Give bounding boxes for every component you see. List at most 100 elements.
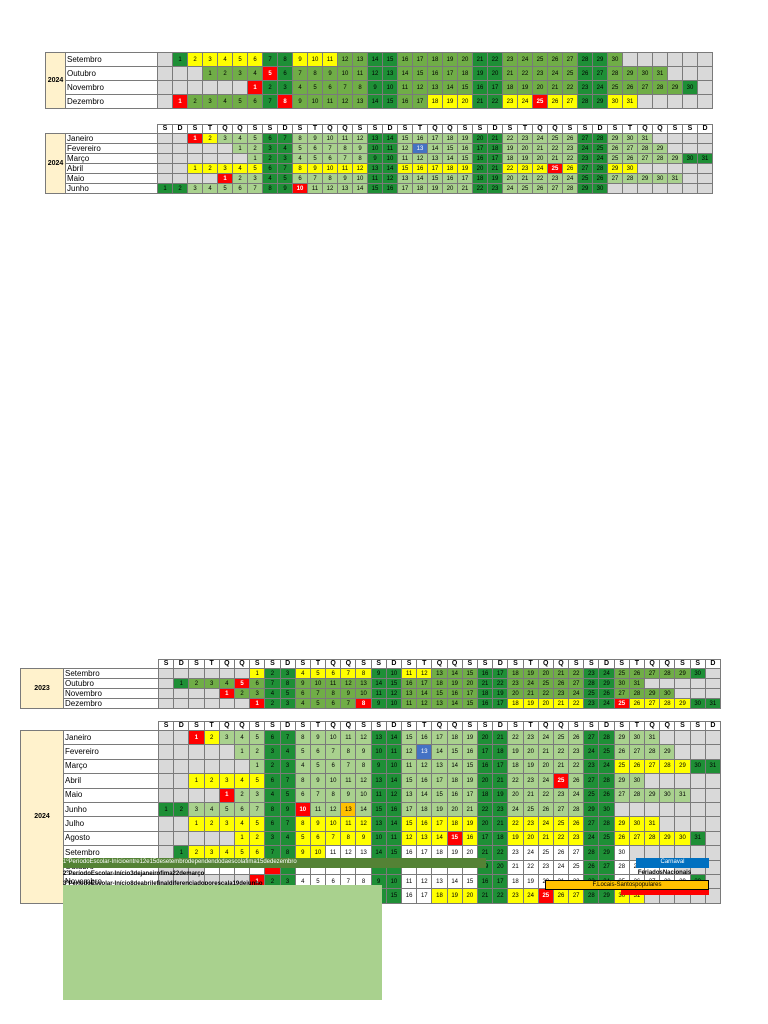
day-cell: 18 [446, 816, 463, 832]
day-cell: 15 [427, 173, 443, 184]
day-cell: 17 [457, 173, 473, 184]
day-cell: 20 [461, 888, 478, 904]
empty-cell [157, 688, 175, 699]
day-cell: 22 [568, 668, 585, 679]
weekday-header-cell: T [412, 124, 428, 134]
day-cell: 17 [412, 94, 428, 109]
day-cell: 20 [507, 688, 524, 699]
day-cell: 3 [249, 688, 266, 699]
day-cell: 10 [294, 801, 311, 818]
day-cell: 21 [547, 153, 563, 164]
day-cell: 6 [264, 729, 281, 746]
day-cell: 8 [352, 153, 368, 164]
day-cell: 4 [294, 758, 311, 775]
day-cell: 5 [249, 729, 266, 746]
day-cell: 24 [598, 758, 615, 775]
day-cell: 10 [309, 678, 327, 689]
empty-cell [674, 729, 691, 746]
day-cell: 3 [279, 668, 296, 679]
day-cell: 18 [507, 873, 524, 890]
empty-cell [203, 758, 220, 775]
weekday-header-cell: Q [340, 721, 357, 731]
day-cell: 21 [492, 816, 509, 832]
day-cell: 5 [307, 153, 323, 164]
day-cell: 22 [517, 66, 533, 81]
day-cell: 12 [355, 729, 372, 746]
empty-cell [643, 801, 661, 818]
day-cell: 26 [532, 183, 548, 194]
day-cell: 28 [643, 744, 661, 760]
empty-cell [187, 66, 203, 81]
day-cell: 25 [532, 94, 548, 109]
day-cell: 24 [537, 773, 554, 789]
day-cell: 16 [461, 830, 478, 847]
day-cell: 31 [689, 830, 706, 847]
day-cell: 5 [249, 816, 266, 832]
day-cell: 26 [537, 801, 554, 818]
day-cell: 28 [583, 678, 600, 689]
day-cell: 18 [507, 758, 524, 775]
day-cell: 17 [427, 133, 443, 144]
day-cell: 13 [370, 773, 387, 789]
empty-cell [697, 163, 713, 174]
weekday-header-cell: D [598, 721, 615, 731]
day-cell: 13 [355, 678, 372, 689]
month-row: Março 1 2 3 4 5 6 7 8 9 10 11 12 13 14 15 16 17 18 19 20 21 22… [21, 758, 721, 775]
day-cell: 10 [355, 787, 372, 803]
day-cell: 22 [562, 80, 578, 95]
day-cell: 2 [202, 163, 218, 174]
month-row: Março 1 2 3 4 5 6 7 8 9 10 11 12 13 14 15 16 17 18 19 20 21 22… [46, 153, 713, 164]
day-cell: 18 [487, 143, 503, 154]
empty-cell [172, 173, 188, 184]
day-cell: 25 [592, 143, 608, 154]
day-cell: 29 [583, 801, 600, 818]
day-cell: 17 [416, 888, 433, 904]
day-cell: 19 [522, 873, 539, 890]
day-cell: 11 [385, 744, 403, 760]
day-cell: 1 [188, 773, 205, 789]
day-cell: 12 [400, 744, 418, 760]
day-cell: 6 [247, 52, 263, 67]
day-cell: 3 [202, 94, 218, 109]
day-cell: 29 [613, 816, 630, 832]
day-cell: 19 [522, 698, 539, 709]
legend-locais: F.Locais-Santospopulares [545, 880, 709, 890]
weekday-header-cell: S [249, 659, 266, 669]
day-cell: 3 [217, 133, 233, 144]
day-cell: 13 [367, 163, 383, 174]
empty-cell [172, 163, 188, 174]
day-cell: 1 [188, 816, 205, 832]
day-cell: 18 [507, 698, 524, 709]
day-cell: 29 [622, 66, 638, 81]
empty-cell [652, 183, 668, 194]
day-cell: 17 [400, 801, 418, 818]
day-cell: 2 [203, 773, 220, 789]
day-cell: 7 [340, 698, 357, 709]
day-cell: 13 [337, 183, 353, 194]
empty-cell [157, 94, 173, 109]
day-cell: 24 [562, 173, 578, 184]
empty-cell [157, 773, 175, 789]
empty-cell [157, 668, 175, 679]
day-cell: 31 [704, 758, 721, 775]
day-cell: 12 [355, 773, 372, 789]
weekday-header-cell: Q [652, 124, 668, 134]
empty-cell [622, 183, 638, 194]
day-cell: 7 [322, 143, 338, 154]
empty-cell [689, 729, 706, 746]
day-cell: 29 [607, 133, 623, 144]
month-label: Junho [65, 183, 158, 194]
day-cell: 4 [233, 729, 251, 746]
day-cell: 14 [427, 143, 443, 154]
day-cell: 29 [613, 773, 630, 789]
day-cell: 15 [412, 66, 428, 81]
weekday-header-cell: Q [325, 721, 342, 731]
day-cell: 11 [322, 52, 338, 67]
empty-cell [157, 678, 175, 689]
day-cell: 11 [325, 678, 342, 689]
day-cell: 25 [552, 816, 570, 832]
day-cell: 17 [487, 153, 503, 164]
empty-cell [157, 698, 175, 709]
day-cell: 9 [309, 773, 327, 789]
